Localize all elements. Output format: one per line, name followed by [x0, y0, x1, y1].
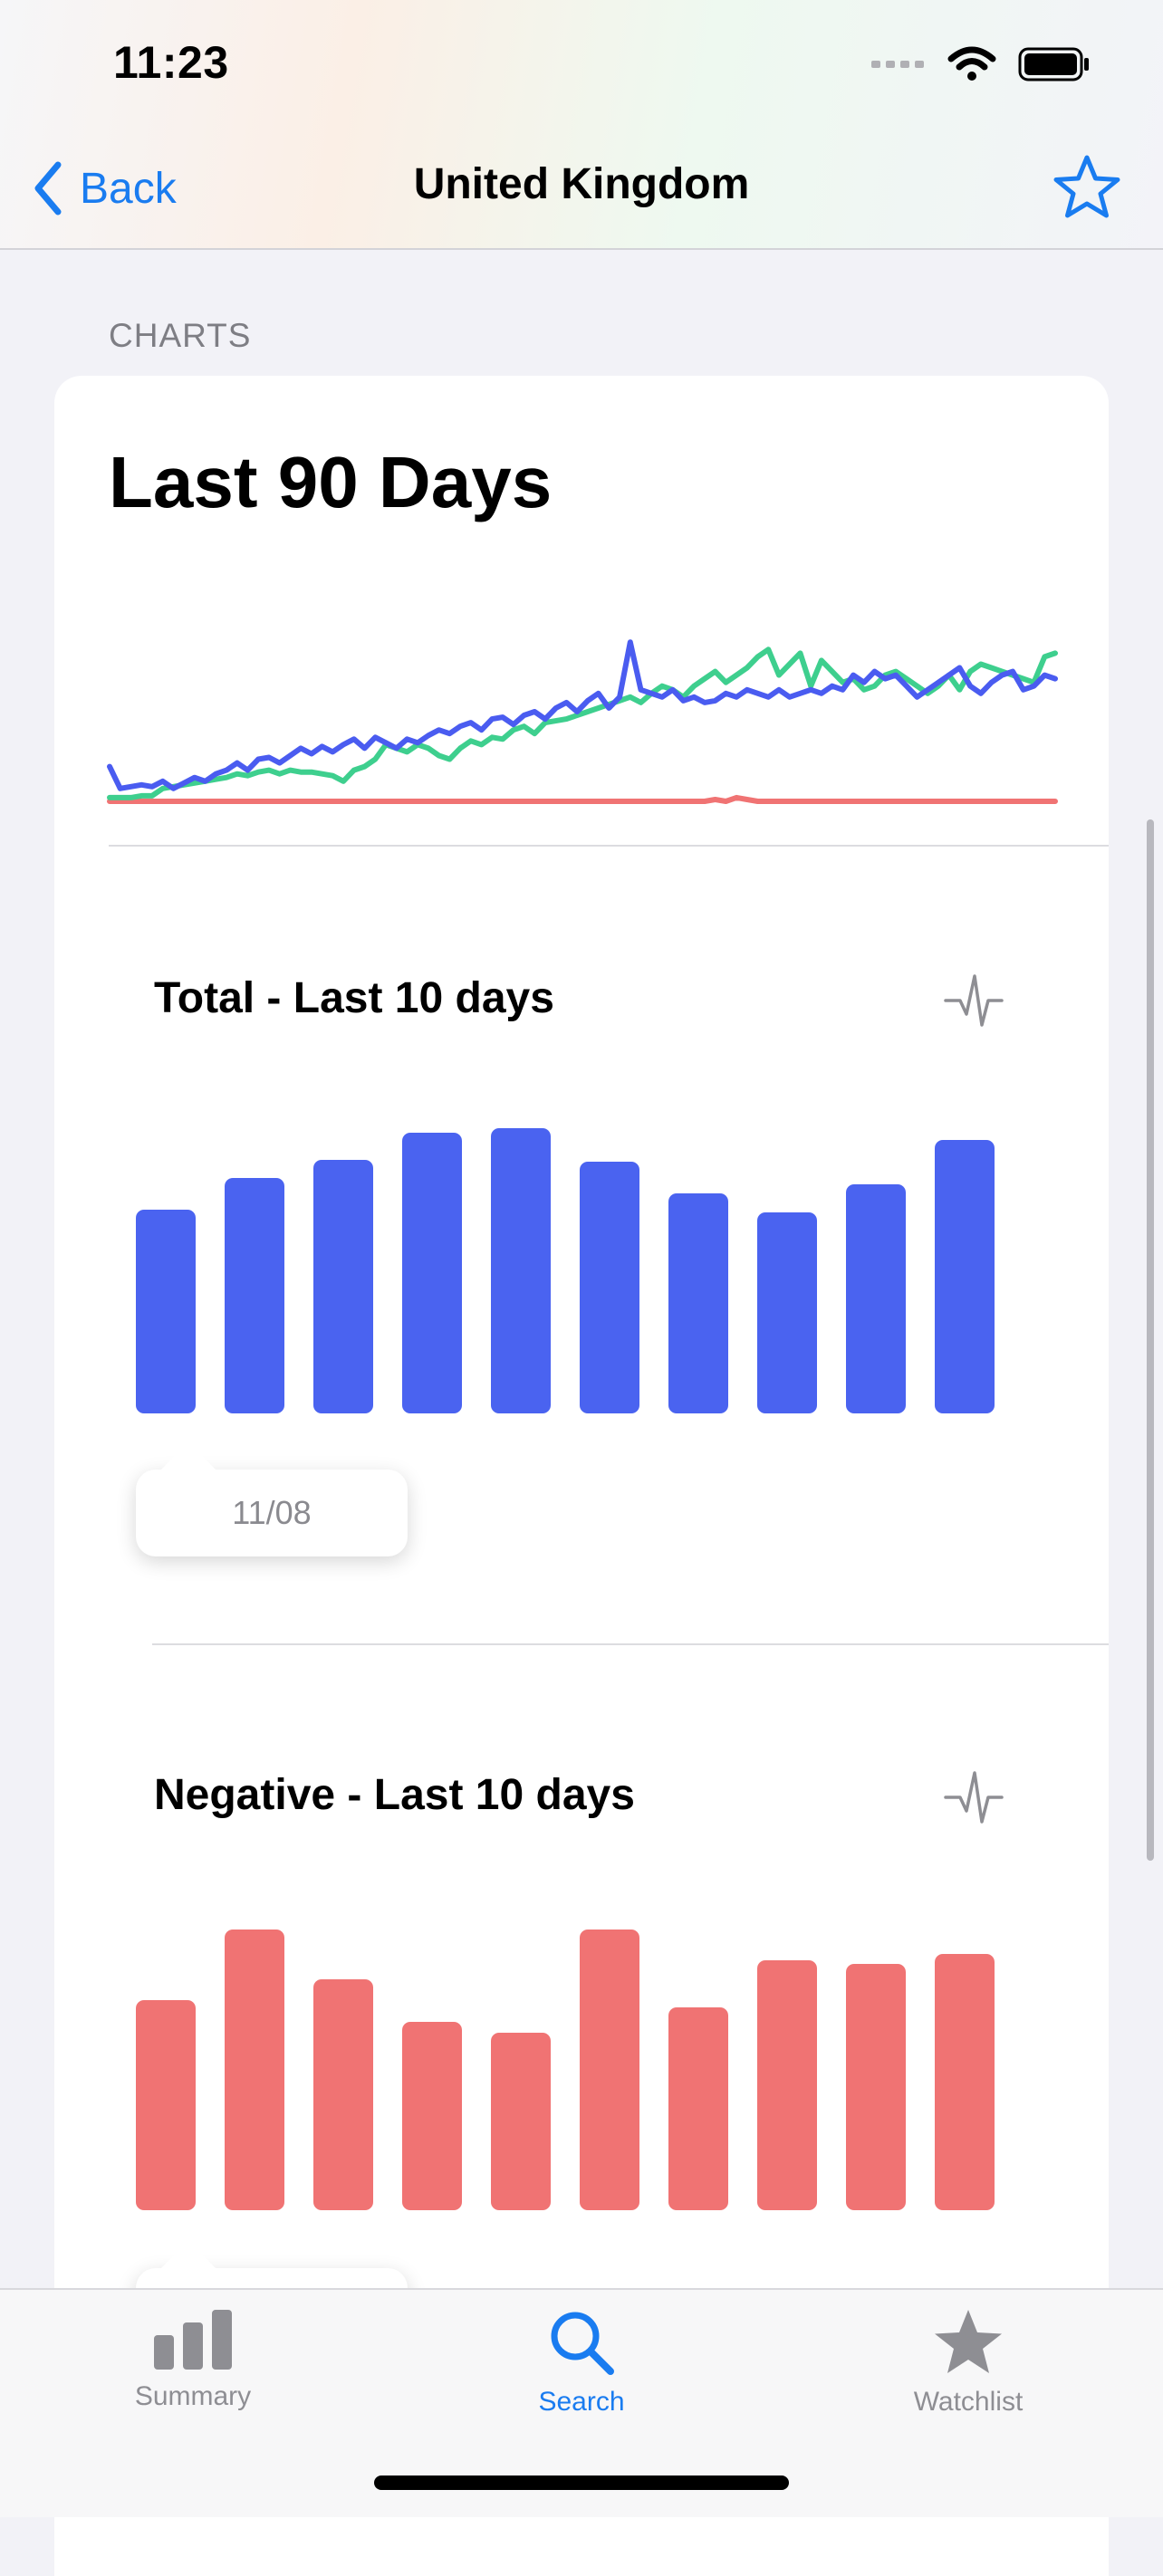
charts-card: Last 90 Days Total - Last 10 days 11/08 … — [54, 376, 1109, 2576]
pulse-icon[interactable] — [942, 1766, 1005, 1829]
total-bar-7[interactable] — [668, 1193, 728, 1413]
total-bar-9[interactable] — [846, 1184, 906, 1413]
magnifier-icon — [551, 2312, 614, 2375]
card-title: Last 90 Days — [109, 442, 553, 522]
trend-line-chart — [107, 639, 1058, 804]
battery-icon — [1018, 47, 1089, 81]
negative-bar-9[interactable] — [846, 1964, 906, 2210]
tab-label: Search — [538, 2387, 625, 2417]
tab-summary[interactable]: Summary — [57, 2308, 329, 2412]
total-bar-5[interactable] — [491, 1128, 551, 1413]
wifi-icon — [947, 46, 996, 81]
scrollbar[interactable] — [1147, 819, 1154, 1861]
tooltip-date: 11/08 — [232, 1494, 312, 1531]
navigation-header: 11:23 Back United Kingdom — [0, 0, 1163, 250]
negative-bar-3[interactable] — [313, 1979, 373, 2210]
trend-series-1 — [107, 646, 1058, 800]
divider — [152, 1643, 1109, 1645]
negative-bar-1[interactable] — [136, 2000, 196, 2210]
back-label: Back — [80, 164, 177, 213]
star-outline-icon[interactable] — [1051, 152, 1123, 225]
bar-chart-icon — [154, 2310, 232, 2370]
negative-bar-7[interactable] — [668, 2007, 728, 2210]
total-bar-2[interactable] — [225, 1178, 284, 1413]
tab-label: Watchlist — [913, 2387, 1024, 2417]
status-indicators — [871, 43, 1091, 85]
negative-bar-4[interactable] — [402, 2022, 462, 2210]
total-chart-title: Total - Last 10 days — [154, 974, 554, 1022]
total-bar-4[interactable] — [402, 1133, 462, 1413]
tab-watchlist[interactable]: Watchlist — [832, 2308, 1104, 2418]
divider — [109, 845, 1109, 847]
negative-bar-6[interactable] — [580, 1930, 639, 2210]
signal-icon — [871, 61, 924, 68]
pulse-icon[interactable] — [942, 969, 1005, 1032]
negative-bar-8[interactable] — [757, 1960, 817, 2210]
total-bar-10[interactable] — [935, 1140, 995, 1413]
section-label: CHARTS — [109, 317, 252, 354]
star-filled-icon — [935, 2310, 1002, 2373]
page-title: United Kingdom — [413, 160, 750, 208]
tab-search[interactable]: Search — [446, 2308, 717, 2418]
total-bar-1[interactable] — [136, 1210, 196, 1413]
negative-bar-10[interactable] — [935, 1954, 995, 2210]
total-bar-6[interactable] — [580, 1162, 639, 1413]
negative-chart-title: Negative - Last 10 days — [154, 1771, 635, 1819]
tab-label: Summary — [134, 2381, 252, 2411]
negative-bar-5[interactable] — [491, 2033, 551, 2210]
back-button[interactable]: Back — [33, 152, 177, 225]
total-bar-3[interactable] — [313, 1160, 373, 1413]
trend-series-0 — [107, 639, 1058, 791]
negative-bar-2[interactable] — [225, 1930, 284, 2210]
trend-series-2 — [107, 794, 1058, 804]
total-bar-chart[interactable] — [54, 376, 1109, 2576]
home-indicator — [374, 2475, 789, 2490]
date-tooltip: 11/08 — [136, 1442, 408, 1556]
status-time: 11:23 — [113, 37, 229, 88]
chevron-left-icon — [34, 161, 62, 215]
total-bar-8[interactable] — [757, 1212, 817, 1413]
